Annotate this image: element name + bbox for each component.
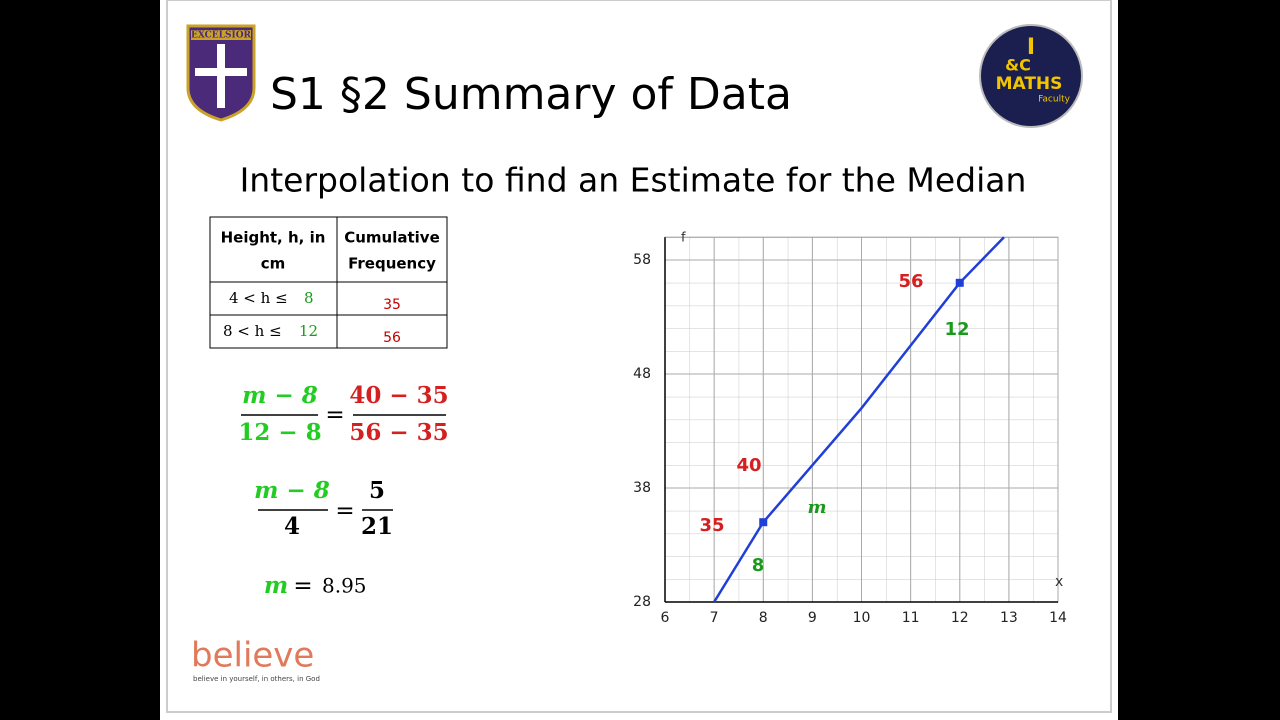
table-cell: 8 [304, 289, 314, 307]
numerator: m − 8 [254, 477, 330, 504]
data-point [759, 518, 768, 527]
annotation: 8 [752, 555, 765, 576]
school-logo: EXCELSIOR [186, 24, 256, 122]
table-cell: 4 < h ≤ [229, 289, 288, 307]
annotation: m [807, 497, 826, 518]
numerator: 40 − 35 [349, 382, 448, 409]
denominator: 4 [284, 513, 300, 540]
x-tick-label: 7 [710, 610, 719, 626]
y-tick-label: 28 [633, 594, 651, 610]
x-axis-label: x [1055, 574, 1063, 590]
tagline: believe in yourself, in others, in God [193, 675, 320, 683]
x-tick-label: 11 [902, 610, 920, 626]
x-tick-label: 14 [1049, 610, 1067, 626]
cumulative-frequency-curve [713, 236, 1005, 603]
equals: = [335, 498, 354, 524]
slide-border [166, 0, 1112, 713]
table-cell: 35 [383, 297, 401, 313]
y-tick-label: 58 [633, 252, 651, 268]
x-tick-label: 10 [853, 610, 871, 626]
logo-text: I [1027, 35, 1035, 60]
x-tick-label: 6 [661, 610, 670, 626]
x-tick-label: 9 [808, 610, 817, 626]
annotation: 40 [736, 455, 761, 476]
table-cell: 8 < h ≤ [223, 322, 282, 340]
table-header: Frequency [348, 255, 436, 273]
numerator: m − 8 [242, 382, 318, 409]
faculty-logo: I &C MATHS Faculty [979, 24, 1083, 128]
y-tick-label: 38 [633, 480, 651, 496]
subtitle: Interpolation to find an Estimate for th… [240, 161, 1027, 200]
annotation: 35 [699, 515, 724, 536]
logo-text: MATHS [996, 74, 1063, 94]
table-cell: 56 [383, 330, 401, 346]
data-point [955, 278, 964, 287]
x-tick-label: 12 [951, 610, 969, 626]
y-tick-label: 48 [633, 366, 651, 382]
table-header: cm [261, 255, 286, 273]
table-header: Cumulative [344, 229, 440, 247]
table: Height, h, in cm Cumulative Frequency 4 … [209, 216, 448, 349]
table-header: Height, h, in [221, 229, 326, 247]
chart: 6 7 8 9 10 11 12 13 14 28 38 48 58 f x 56 12 40 35 m 8 [633, 231, 1067, 627]
variable: m [264, 572, 288, 599]
numerator: 5 [369, 477, 385, 504]
brand: believe [191, 636, 314, 676]
table-cell: 12 [299, 322, 318, 340]
x-tick-label: 13 [1000, 610, 1018, 626]
x-tick-label: 8 [759, 610, 768, 626]
annotation: 12 [944, 319, 969, 340]
denominator: 56 − 35 [349, 419, 448, 446]
result: 8.95 [322, 574, 367, 598]
logo-text: &C [1005, 56, 1031, 75]
equals: = [293, 573, 312, 599]
logo-text: Faculty [1038, 95, 1071, 105]
y-axis-label: f [681, 231, 686, 246]
title: S1 §2 Summary of Data [270, 69, 792, 120]
logo-text: EXCELSIOR [191, 31, 252, 41]
annotation: 56 [898, 271, 923, 292]
equals: = [325, 402, 344, 428]
denominator: 21 [361, 513, 393, 540]
equations: m − 8 12 − 8 = 40 − 35 56 − 35 m − 8 4 =… [238, 382, 448, 599]
denominator: 12 − 8 [238, 419, 321, 446]
